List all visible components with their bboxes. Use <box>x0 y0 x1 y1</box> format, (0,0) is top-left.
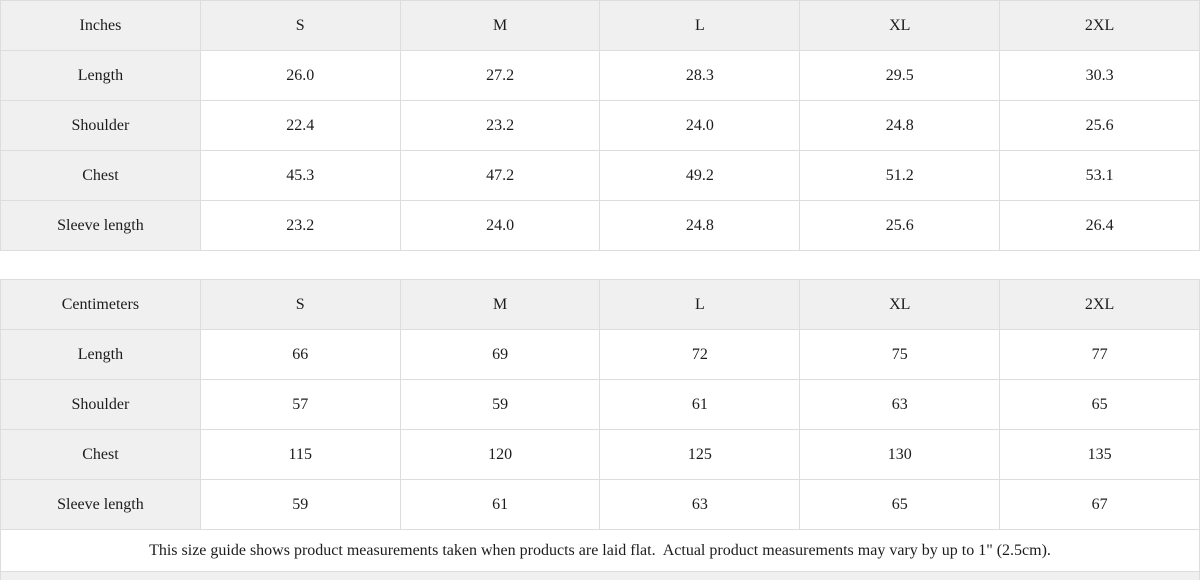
value-cell: 59 <box>199 479 401 530</box>
value-cell: 23.2 <box>199 200 401 251</box>
value-cell: 24.0 <box>599 100 801 151</box>
value-cell: 130 <box>799 429 1001 480</box>
value-cell: 47.2 <box>399 150 601 201</box>
value-cell: 45.3 <box>199 150 401 201</box>
size-header-cell-m: M <box>399 279 601 330</box>
value-cell: 24.8 <box>799 100 1001 151</box>
row-label-cell: Length <box>0 50 201 101</box>
table-row: Chest 115 120 125 130 135 <box>0 429 1200 480</box>
centimeters-header-row: Centimeters S M L XL 2XL <box>0 279 1200 330</box>
value-cell: 57 <box>199 379 401 430</box>
table-row: Chest 45.3 47.2 49.2 51.2 53.1 <box>0 150 1200 201</box>
table-row: Length 66 69 72 75 77 <box>0 329 1200 380</box>
size-header-cell-2xl: 2XL <box>999 0 1200 51</box>
value-cell: 120 <box>399 429 601 480</box>
row-label-cell: Chest <box>0 429 201 480</box>
value-cell: 27.2 <box>399 50 601 101</box>
value-cell: 65 <box>999 379 1200 430</box>
partial-next-row <box>0 572 1200 580</box>
value-cell: 22.4 <box>199 100 401 151</box>
size-header-cell-l: L <box>599 0 801 51</box>
size-header-cell-s: S <box>199 279 401 330</box>
value-cell: 61 <box>599 379 801 430</box>
unit-header-cell: Inches <box>0 0 201 51</box>
value-cell: 30.3 <box>999 50 1200 101</box>
table-row: Sleeve length 59 61 63 65 67 <box>0 479 1200 530</box>
row-label-cell: Sleeve length <box>0 479 201 530</box>
size-header-cell-m: M <box>399 0 601 51</box>
size-header-cell-l: L <box>599 279 801 330</box>
size-header-cell-xl: XL <box>799 279 1001 330</box>
value-cell: 125 <box>599 429 801 480</box>
table-row: Shoulder 22.4 23.2 24.0 24.8 25.6 <box>0 100 1200 151</box>
value-cell: 26.4 <box>999 200 1200 251</box>
value-cell: 24.8 <box>599 200 801 251</box>
table-row: Sleeve length 23.2 24.0 24.8 25.6 26.4 <box>0 200 1200 251</box>
value-cell: 29.5 <box>799 50 1001 101</box>
size-header-cell-s: S <box>199 0 401 51</box>
value-cell: 28.3 <box>599 50 801 101</box>
value-cell: 24.0 <box>399 200 601 251</box>
size-guide-note-text: This size guide shows product measuremen… <box>149 541 1051 559</box>
value-cell: 63 <box>599 479 801 530</box>
inches-size-table: Inches S M L XL 2XL Length 26.0 27.2 28.… <box>0 0 1200 251</box>
value-cell: 77 <box>999 329 1200 380</box>
value-cell: 26.0 <box>199 50 401 101</box>
row-label-cell: Sleeve length <box>0 200 201 251</box>
row-label-cell: Shoulder <box>0 100 201 151</box>
row-label-cell: Chest <box>0 150 201 201</box>
value-cell: 67 <box>999 479 1200 530</box>
table-row: Length 26.0 27.2 28.3 29.5 30.3 <box>0 50 1200 101</box>
value-cell: 65 <box>799 479 1001 530</box>
value-cell: 25.6 <box>799 200 1001 251</box>
size-guide-note: This size guide shows product measuremen… <box>0 530 1200 572</box>
value-cell: 49.2 <box>599 150 801 201</box>
row-label-cell: Shoulder <box>0 379 201 430</box>
value-cell: 53.1 <box>999 150 1200 201</box>
value-cell: 135 <box>999 429 1200 480</box>
unit-header-cell: Centimeters <box>0 279 201 330</box>
row-label-cell: Length <box>0 329 201 380</box>
value-cell: 61 <box>399 479 601 530</box>
value-cell: 115 <box>199 429 401 480</box>
table-spacer <box>0 251 1200 279</box>
size-header-cell-xl: XL <box>799 0 1001 51</box>
value-cell: 25.6 <box>999 100 1200 151</box>
value-cell: 51.2 <box>799 150 1001 201</box>
value-cell: 23.2 <box>399 100 601 151</box>
centimeters-size-table: Centimeters S M L XL 2XL Length 66 69 72… <box>0 279 1200 530</box>
table-row: Shoulder 57 59 61 63 65 <box>0 379 1200 430</box>
inches-header-row: Inches S M L XL 2XL <box>0 0 1200 51</box>
size-header-cell-2xl: 2XL <box>999 279 1200 330</box>
value-cell: 69 <box>399 329 601 380</box>
value-cell: 72 <box>599 329 801 380</box>
value-cell: 63 <box>799 379 1001 430</box>
value-cell: 75 <box>799 329 1001 380</box>
value-cell: 59 <box>399 379 601 430</box>
value-cell: 66 <box>199 329 401 380</box>
